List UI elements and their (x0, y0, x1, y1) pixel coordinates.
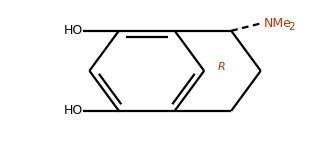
Text: HO: HO (64, 24, 83, 37)
Text: 2: 2 (288, 22, 295, 32)
Text: NMe: NMe (264, 17, 292, 30)
Text: R: R (217, 62, 225, 72)
Text: HO: HO (64, 104, 83, 117)
